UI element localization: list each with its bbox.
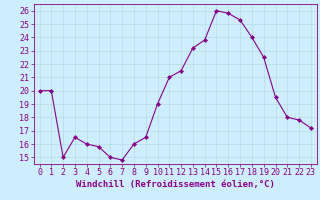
X-axis label: Windchill (Refroidissement éolien,°C): Windchill (Refroidissement éolien,°C) [76,180,275,189]
